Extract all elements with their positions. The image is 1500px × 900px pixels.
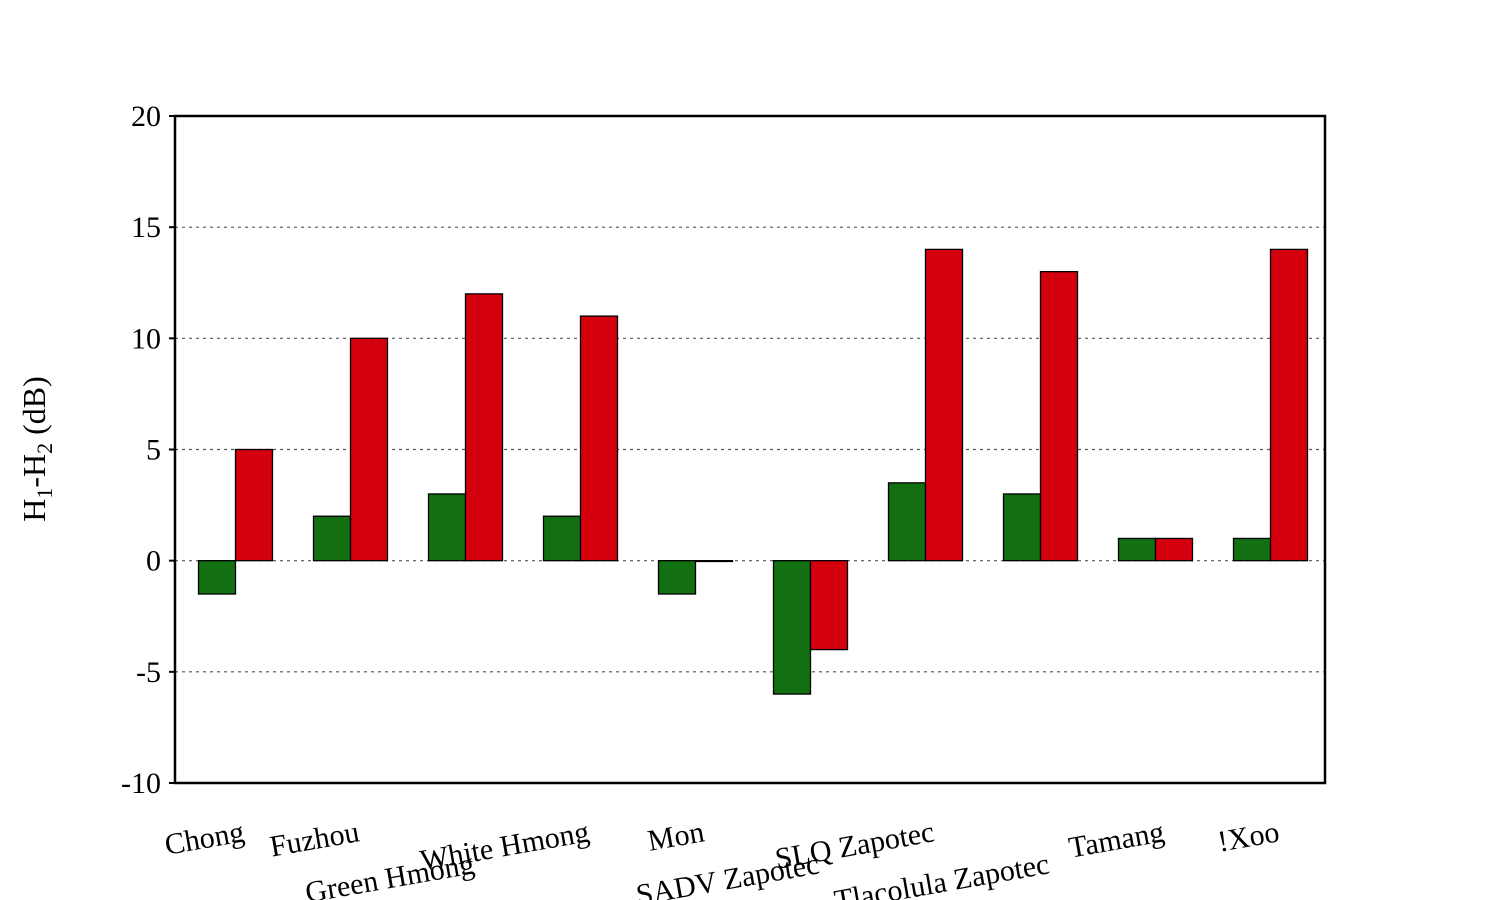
y-tick-label: 15 <box>131 211 161 244</box>
bar-green-3 <box>542 515 582 562</box>
y-tick-label: -5 <box>136 656 161 689</box>
bar-red-4 <box>694 560 734 563</box>
bar-green-6 <box>887 482 927 562</box>
bar-red-3 <box>579 315 619 562</box>
bar-red-9 <box>1269 248 1309 562</box>
category-label-6: SLQ Zapotec <box>773 815 937 875</box>
y-tick-label: -10 <box>121 767 161 800</box>
bar-green-2 <box>427 493 467 562</box>
bar-red-7 <box>1039 270 1079 562</box>
bar-green-5 <box>772 560 812 695</box>
gridlines <box>175 226 1325 673</box>
category-label-9: !Xoo <box>1215 815 1281 858</box>
bar-green-4 <box>657 560 697 595</box>
bar-red-2 <box>464 293 504 562</box>
bar-red-1 <box>349 337 389 562</box>
category-label-0: Chong <box>162 815 247 861</box>
y-axis-ticks: -10 -5 0 5 10 15 20 <box>121 100 175 800</box>
bar-green-1 <box>312 515 352 562</box>
bar-red-8 <box>1154 537 1194 562</box>
bar-green-7 <box>1002 493 1042 562</box>
category-label-1: Fuzhou <box>267 815 361 863</box>
y-tick-label: 5 <box>146 434 161 467</box>
bar-red-5 <box>809 560 849 651</box>
bar-green-0 <box>197 560 237 595</box>
bar-green-8 <box>1117 537 1157 562</box>
bar-green-9 <box>1232 537 1272 562</box>
category-label-3: White Hmong <box>418 815 592 877</box>
bar-red-0 <box>234 448 274 562</box>
category-label-4: Mon <box>645 815 707 857</box>
y-axis-title: H1-H2 (dB) <box>16 376 57 522</box>
category-label-8: Tamang <box>1066 815 1166 864</box>
bars <box>197 248 1309 695</box>
y-tick-label: 0 <box>146 545 161 578</box>
y-tick-label: 20 <box>131 100 161 133</box>
y-tick-label: 10 <box>131 322 161 355</box>
bar-red-6 <box>924 248 964 562</box>
